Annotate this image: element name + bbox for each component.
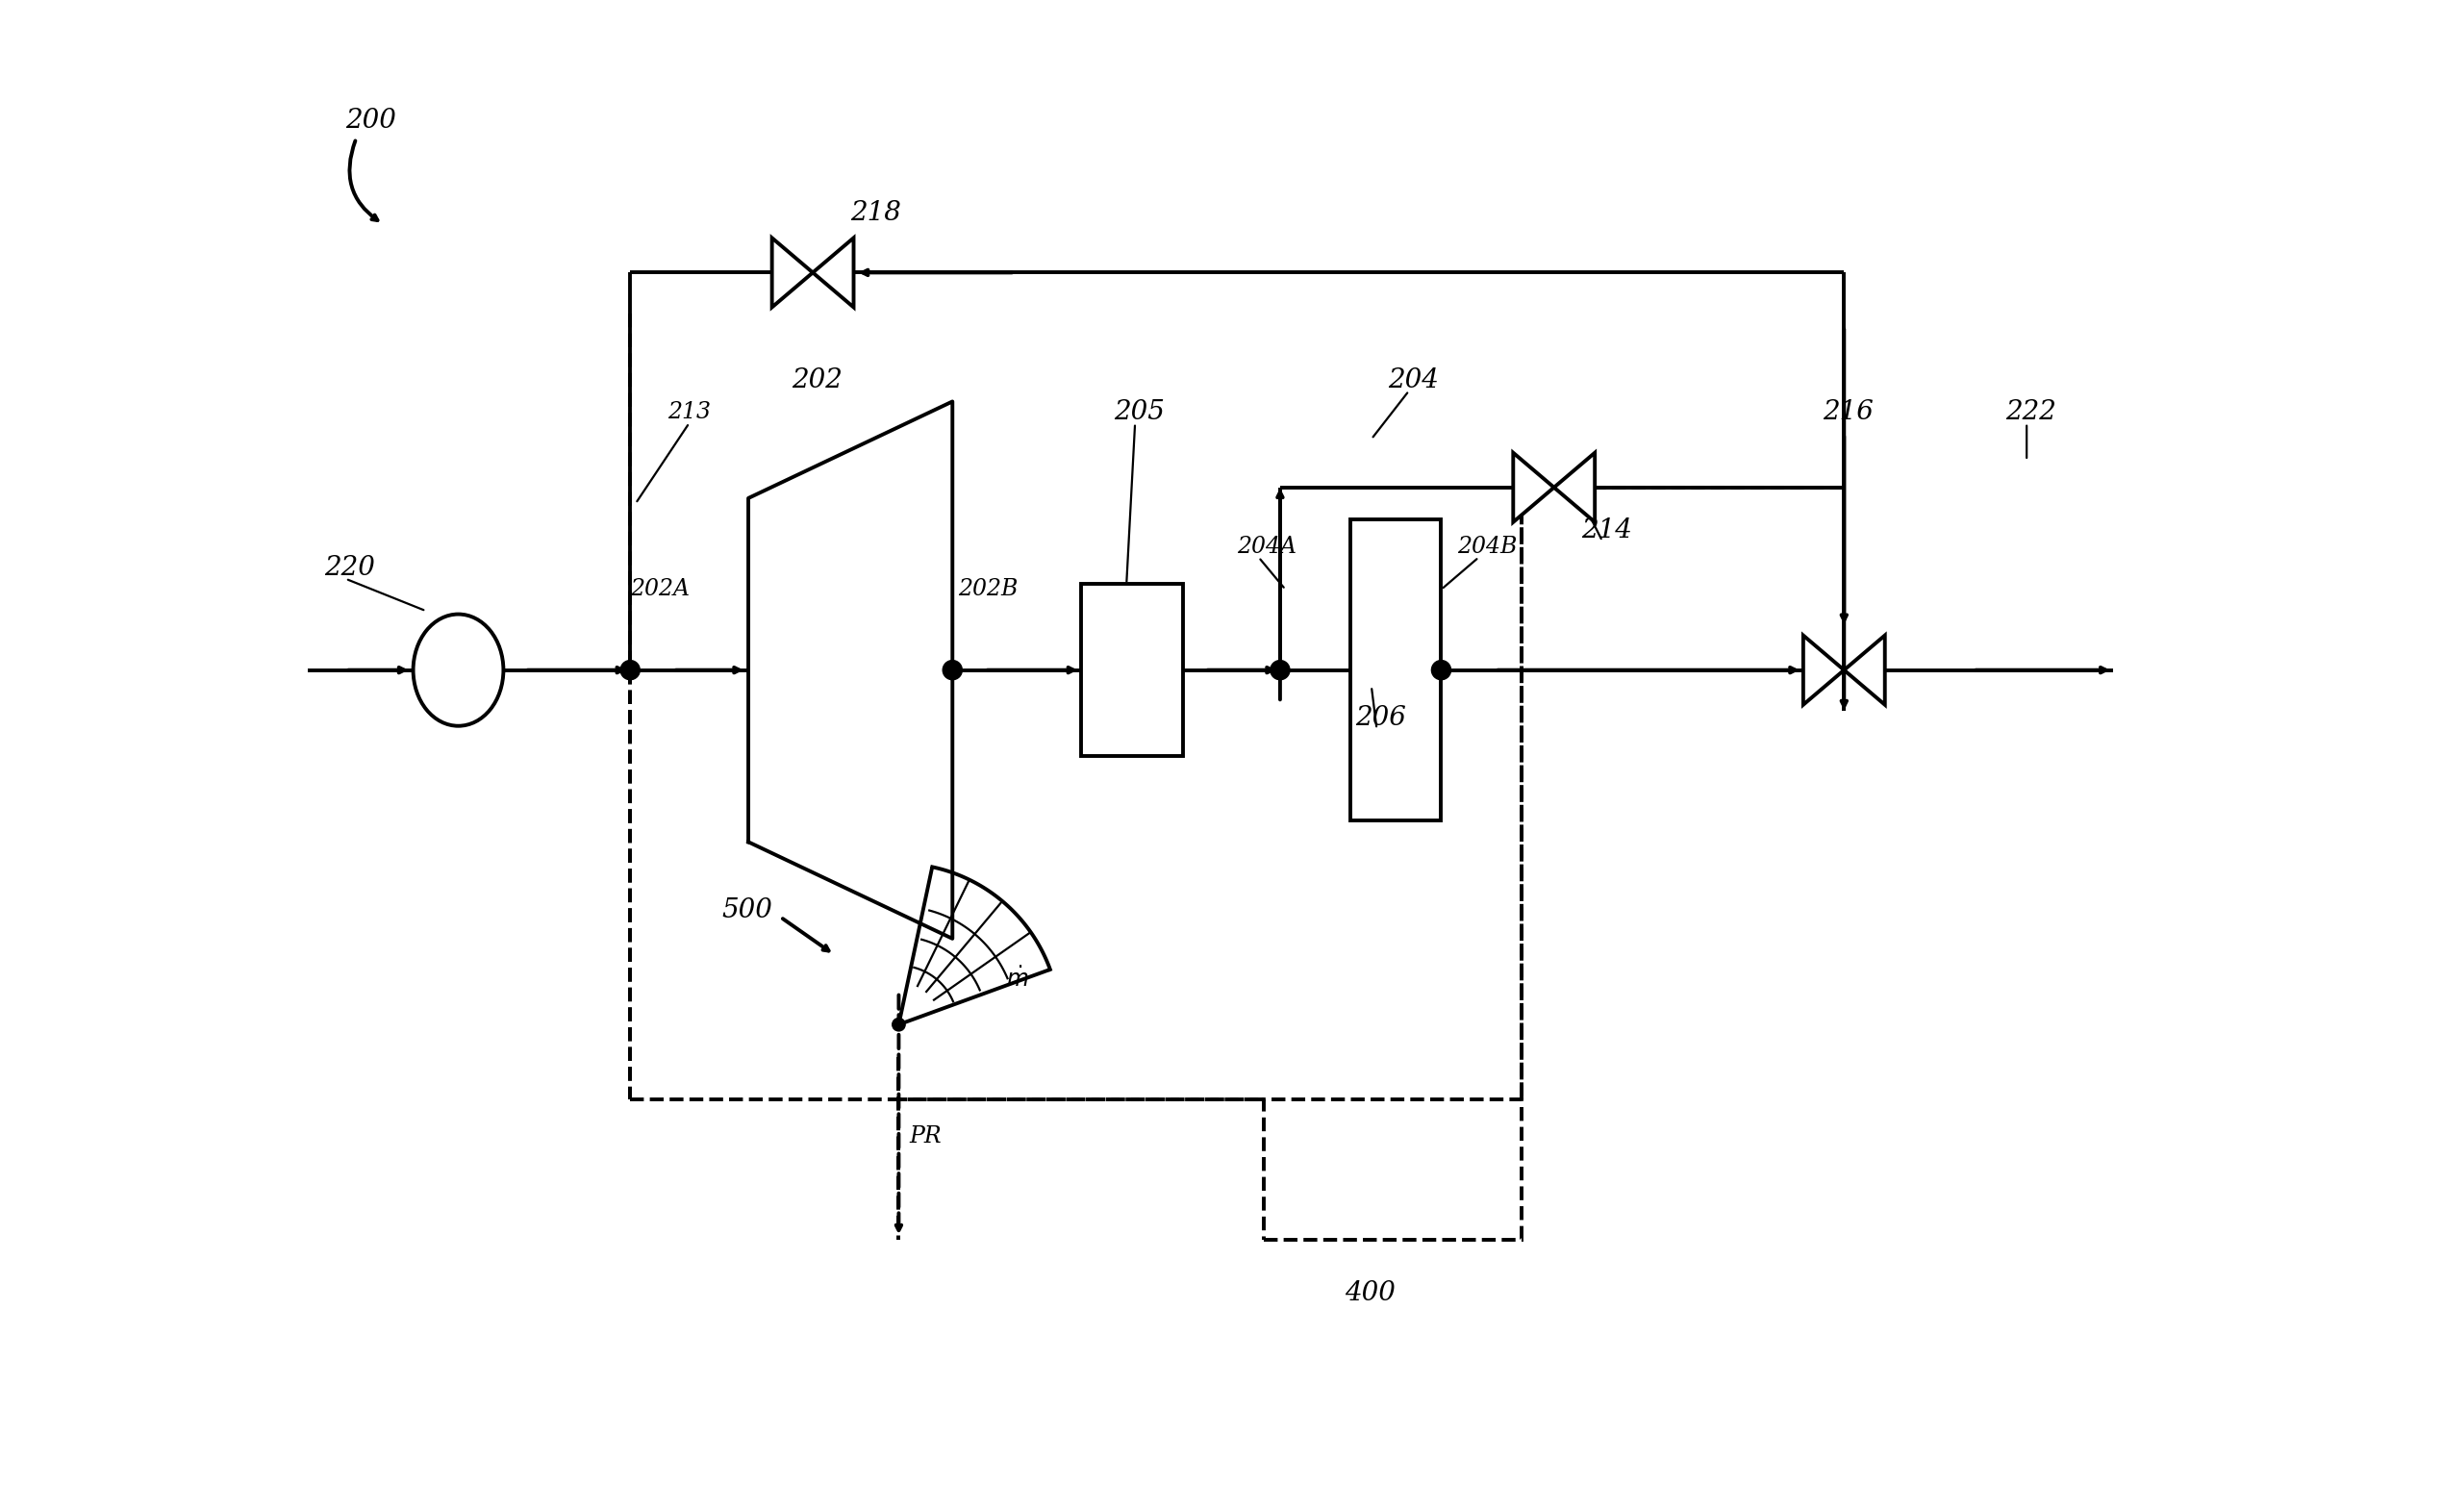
Circle shape — [1270, 661, 1289, 680]
Text: 213: 213 — [667, 401, 711, 423]
Text: 200: 200 — [344, 107, 396, 133]
Bar — [1082, 584, 1184, 756]
Text: 222: 222 — [2005, 399, 2056, 425]
Circle shape — [943, 661, 962, 680]
Circle shape — [891, 1018, 906, 1031]
Text: 204B: 204B — [1458, 535, 1516, 558]
Text: PR: PR — [908, 1125, 943, 1148]
Circle shape — [1431, 661, 1451, 680]
Text: 202: 202 — [791, 367, 842, 393]
Text: 206: 206 — [1355, 706, 1407, 732]
Text: 216: 216 — [1822, 399, 1873, 425]
Bar — [1350, 520, 1441, 821]
Text: 205: 205 — [1114, 399, 1165, 425]
Text: 204: 204 — [1387, 367, 1438, 393]
Polygon shape — [772, 237, 813, 307]
Text: 202B: 202B — [957, 579, 1018, 600]
Text: 500: 500 — [720, 897, 772, 922]
Polygon shape — [1802, 635, 1844, 705]
Polygon shape — [1514, 452, 1553, 522]
Polygon shape — [1844, 635, 1885, 705]
Text: 204A: 204A — [1238, 535, 1297, 558]
Polygon shape — [1553, 452, 1595, 522]
Text: 220: 220 — [325, 555, 376, 581]
Circle shape — [620, 661, 640, 680]
Bar — [1265, 1099, 1521, 1240]
Text: 400: 400 — [1346, 1281, 1394, 1306]
Text: $\dot{m}$: $\dot{m}$ — [1006, 968, 1028, 992]
Polygon shape — [813, 237, 855, 307]
Text: 218: 218 — [850, 201, 901, 227]
Text: 214: 214 — [1580, 517, 1631, 543]
Text: 202A: 202A — [630, 579, 689, 600]
